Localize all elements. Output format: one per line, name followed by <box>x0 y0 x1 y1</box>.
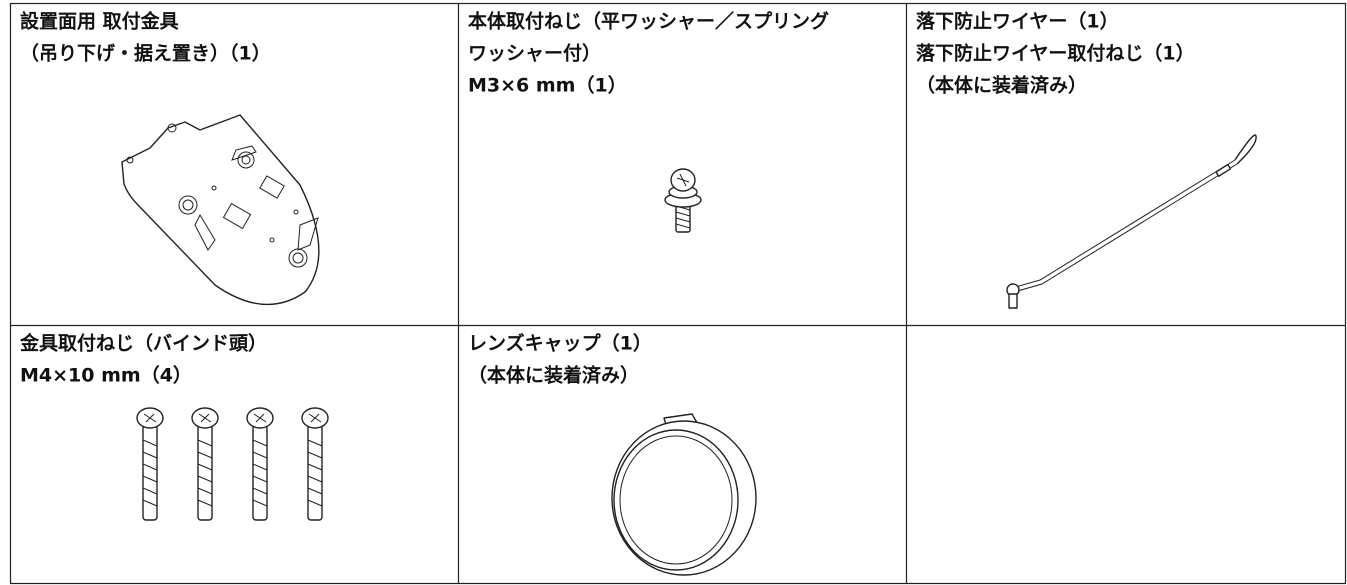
body-screw-illustration <box>664 168 702 233</box>
cell-text: （本体に装着済み） <box>916 74 1087 97</box>
cell-text: 設置面用 取付金具 <box>20 10 179 33</box>
cell-text: 落下防止ワイヤー（1） <box>916 10 1119 33</box>
table-border <box>9 2 1347 585</box>
table-grid <box>9 2 1347 585</box>
cell-text: 本体取付ねじ（平ワッシャー／スプリング <box>468 10 829 33</box>
screw <box>301 407 329 521</box>
cell-text: 落下防止ワイヤー取付ねじ（1） <box>916 42 1195 65</box>
cell-text: レンズキャップ（1） <box>468 332 652 355</box>
cell-text: M4×10 mm（4） <box>20 364 192 387</box>
lens-cap-illustration <box>611 413 757 576</box>
cell-text: ワッシャー付） <box>468 42 601 65</box>
screw <box>246 407 274 521</box>
screw <box>191 407 219 521</box>
cell-text: （吊り下げ・据え置き）（1） <box>20 42 271 65</box>
cell-text: 金具取付ねじ（バインド頭） <box>19 332 267 355</box>
cell-text: （本体に装着済み） <box>468 364 639 387</box>
bracket-screws-illustration <box>136 407 329 521</box>
screw <box>136 407 164 521</box>
cell-text: M3×6 mm（1） <box>468 74 627 97</box>
safety-wire-illustration <box>1006 134 1257 309</box>
mount-bracket-illustration <box>121 114 320 306</box>
